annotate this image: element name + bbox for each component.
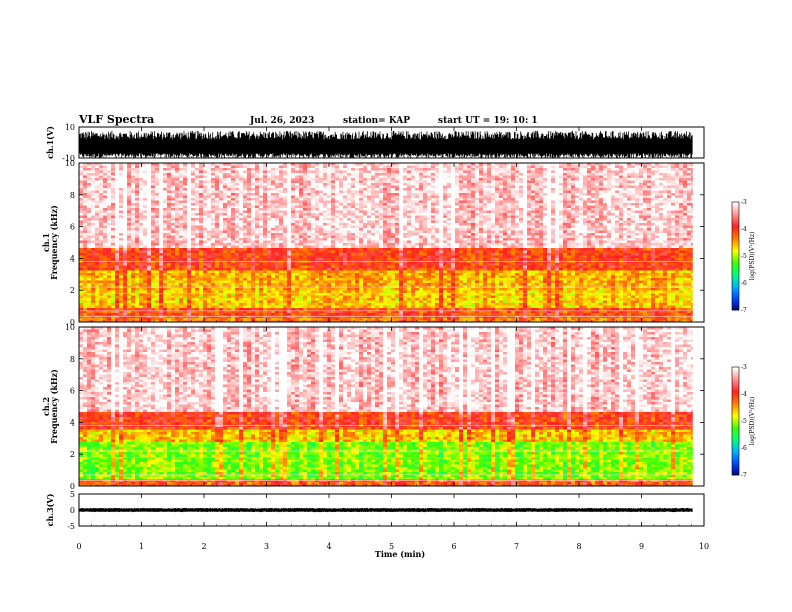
ch1-spectrogram-colorbar-tick: -4: [741, 226, 747, 233]
header-start-time: start UT = 19: 10: 1: [438, 116, 538, 126]
ch1-spectrogram-cells: [79, 163, 693, 322]
header-station: station= KAP: [343, 116, 410, 126]
ch1-spectrogram-colorbar-label: log(PSD)(V²/Hz): [749, 232, 756, 281]
ch3-waveform-ytick-label: -5: [67, 522, 75, 531]
ch2-spectrogram-ytick-label: 2: [70, 450, 75, 459]
ch3-waveform-trace: [78, 507, 693, 513]
ch2-spectrogram-colorbar-tick: -7: [741, 472, 747, 479]
x-tick-label: 2: [201, 542, 206, 551]
x-tick-label: 3: [264, 542, 269, 551]
ch3-waveform-plot: 5 0 -5 ch.3(V): [45, 490, 693, 531]
ch1-spectrogram-colorbar-tick: -5: [741, 253, 747, 260]
x-tick-label: 0: [76, 542, 81, 551]
ch3-waveform-ytick-label: 5: [70, 490, 75, 499]
ch2-colorbar: -3 -4 -5 -6 -7 log(PSD)(V²/Hz): [731, 364, 756, 479]
ch1-spectrogram-channel-label: ch.1: [41, 233, 51, 252]
ch1-spectrogram-colorbar-tick: -6: [741, 280, 747, 287]
x-tick-label: 6: [451, 542, 456, 551]
ch3-waveform-ylabel: ch.3(V): [45, 493, 55, 526]
ch1-spectrogram-ytick-label: 4: [70, 254, 75, 263]
ch1-spectrogram-ytick-label: 6: [70, 223, 75, 232]
ch1-waveform-ytick-label: -10: [62, 154, 75, 163]
x-tick-label: 7: [514, 542, 519, 551]
x-axis-label: Time (min): [375, 549, 425, 559]
ch1-spectrogram-colorbar-tick: -3: [741, 199, 747, 206]
ch2-spectrogram-ytick-label: 10: [65, 323, 75, 332]
ch2-spectrogram-colorbar-tick: -5: [741, 418, 747, 425]
ch1-spectrogram-colorbar-tick: -7: [741, 307, 747, 314]
ch2-spectrogram-channel-label: ch.2: [41, 397, 51, 416]
ch2-spectrogram-ytick-label: 4: [70, 418, 75, 427]
ch1-waveform-plot: 10 -10 ch.1(V): [45, 123, 693, 163]
x-tick-label: 10: [699, 542, 709, 551]
ch2-spectrogram-ytick-label: 6: [70, 387, 75, 396]
ch2-spectrogram-ytick-label: 8: [70, 355, 75, 364]
ch1-waveform-ytick-label: 10: [65, 123, 75, 132]
ch1-spectrogram-ytick-label: 0: [70, 318, 75, 327]
time-axis: 0 1 2 3 4 5 6 7 8 9 10: [76, 127, 709, 551]
header-date: Jul. 26, 2023: [249, 116, 314, 126]
ch1-spectrogram-ytick-label: 10: [65, 159, 75, 168]
x-tick-label: 1: [139, 542, 144, 551]
ch2-spectrogram-colorbar-label: log(PSD)(V²/Hz): [749, 397, 756, 446]
ch1-spectrogram-ytick-label: 8: [70, 191, 75, 200]
ch1-spectrogram-ylabel: Frequency (kHz): [49, 205, 59, 280]
x-tick-label: 9: [639, 542, 644, 551]
ch3-waveform-ytick-label: 0: [70, 506, 75, 515]
ch2-spectrogram-colorbar-tick: -4: [741, 391, 747, 398]
ch2-spectrogram-cells: [79, 327, 693, 486]
ch2-spectrogram-ylabel: Frequency (kHz): [49, 369, 59, 444]
x-tick-label: 8: [576, 542, 581, 551]
x-tick-label: 4: [326, 542, 331, 551]
ch1-waveform-ylabel: ch.1(V): [45, 126, 55, 159]
ch1-waveform-trace: [78, 130, 693, 158]
ch1-spectrogram-ytick-label: 2: [70, 286, 75, 295]
ch2-spectrogram-colorbar-tick: -6: [741, 445, 747, 452]
figure-title: VLF Spectra: [78, 113, 154, 126]
x-tick-label: 5: [389, 542, 394, 551]
ch2-spectrogram-colorbar-tick: -3: [741, 364, 747, 371]
ch2-spectrogram-ytick-label: 0: [70, 482, 75, 491]
ch1-colorbar: -3 -4 -5 -6 -7 log(PSD)(V²/Hz): [731, 199, 756, 314]
